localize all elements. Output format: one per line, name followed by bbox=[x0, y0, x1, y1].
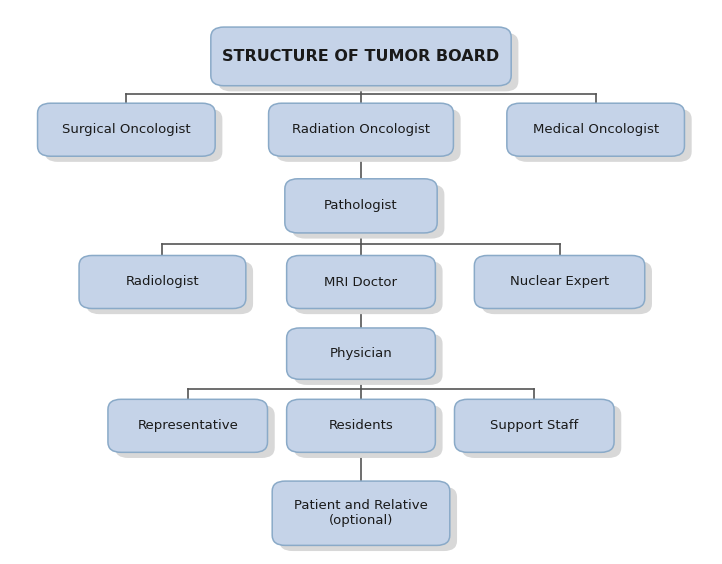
FancyBboxPatch shape bbox=[269, 103, 453, 156]
FancyBboxPatch shape bbox=[211, 27, 511, 86]
FancyBboxPatch shape bbox=[455, 399, 614, 452]
FancyBboxPatch shape bbox=[276, 109, 461, 162]
FancyBboxPatch shape bbox=[218, 33, 518, 91]
Text: Pathologist: Pathologist bbox=[324, 199, 398, 213]
FancyBboxPatch shape bbox=[474, 255, 645, 309]
FancyBboxPatch shape bbox=[79, 255, 245, 309]
FancyBboxPatch shape bbox=[482, 261, 652, 314]
FancyBboxPatch shape bbox=[287, 255, 435, 309]
FancyBboxPatch shape bbox=[294, 405, 443, 458]
FancyBboxPatch shape bbox=[87, 261, 253, 314]
FancyBboxPatch shape bbox=[108, 399, 268, 452]
Text: Patient and Relative
(optional): Patient and Relative (optional) bbox=[294, 499, 428, 527]
Text: Surgical Oncologist: Surgical Oncologist bbox=[62, 123, 191, 136]
FancyBboxPatch shape bbox=[45, 109, 222, 162]
FancyBboxPatch shape bbox=[294, 334, 443, 385]
FancyBboxPatch shape bbox=[116, 405, 275, 458]
Text: Radiologist: Radiologist bbox=[126, 275, 199, 289]
Text: Residents: Residents bbox=[329, 419, 393, 433]
FancyBboxPatch shape bbox=[294, 261, 443, 314]
Text: Representative: Representative bbox=[137, 419, 238, 433]
FancyBboxPatch shape bbox=[38, 103, 215, 156]
FancyBboxPatch shape bbox=[292, 184, 444, 239]
Text: Medical Oncologist: Medical Oncologist bbox=[533, 123, 658, 136]
FancyBboxPatch shape bbox=[462, 405, 621, 458]
Text: MRI Doctor: MRI Doctor bbox=[324, 275, 398, 289]
FancyBboxPatch shape bbox=[287, 328, 435, 380]
FancyBboxPatch shape bbox=[272, 481, 450, 545]
FancyBboxPatch shape bbox=[514, 109, 692, 162]
Text: Radiation Oncologist: Radiation Oncologist bbox=[292, 123, 430, 136]
Text: Nuclear Expert: Nuclear Expert bbox=[510, 275, 609, 289]
FancyBboxPatch shape bbox=[287, 399, 435, 452]
FancyBboxPatch shape bbox=[507, 103, 684, 156]
FancyBboxPatch shape bbox=[284, 179, 437, 233]
FancyBboxPatch shape bbox=[279, 487, 457, 551]
Text: STRUCTURE OF TUMOR BOARD: STRUCTURE OF TUMOR BOARD bbox=[222, 49, 500, 64]
Text: Support Staff: Support Staff bbox=[490, 419, 578, 433]
Text: Physician: Physician bbox=[330, 347, 392, 360]
